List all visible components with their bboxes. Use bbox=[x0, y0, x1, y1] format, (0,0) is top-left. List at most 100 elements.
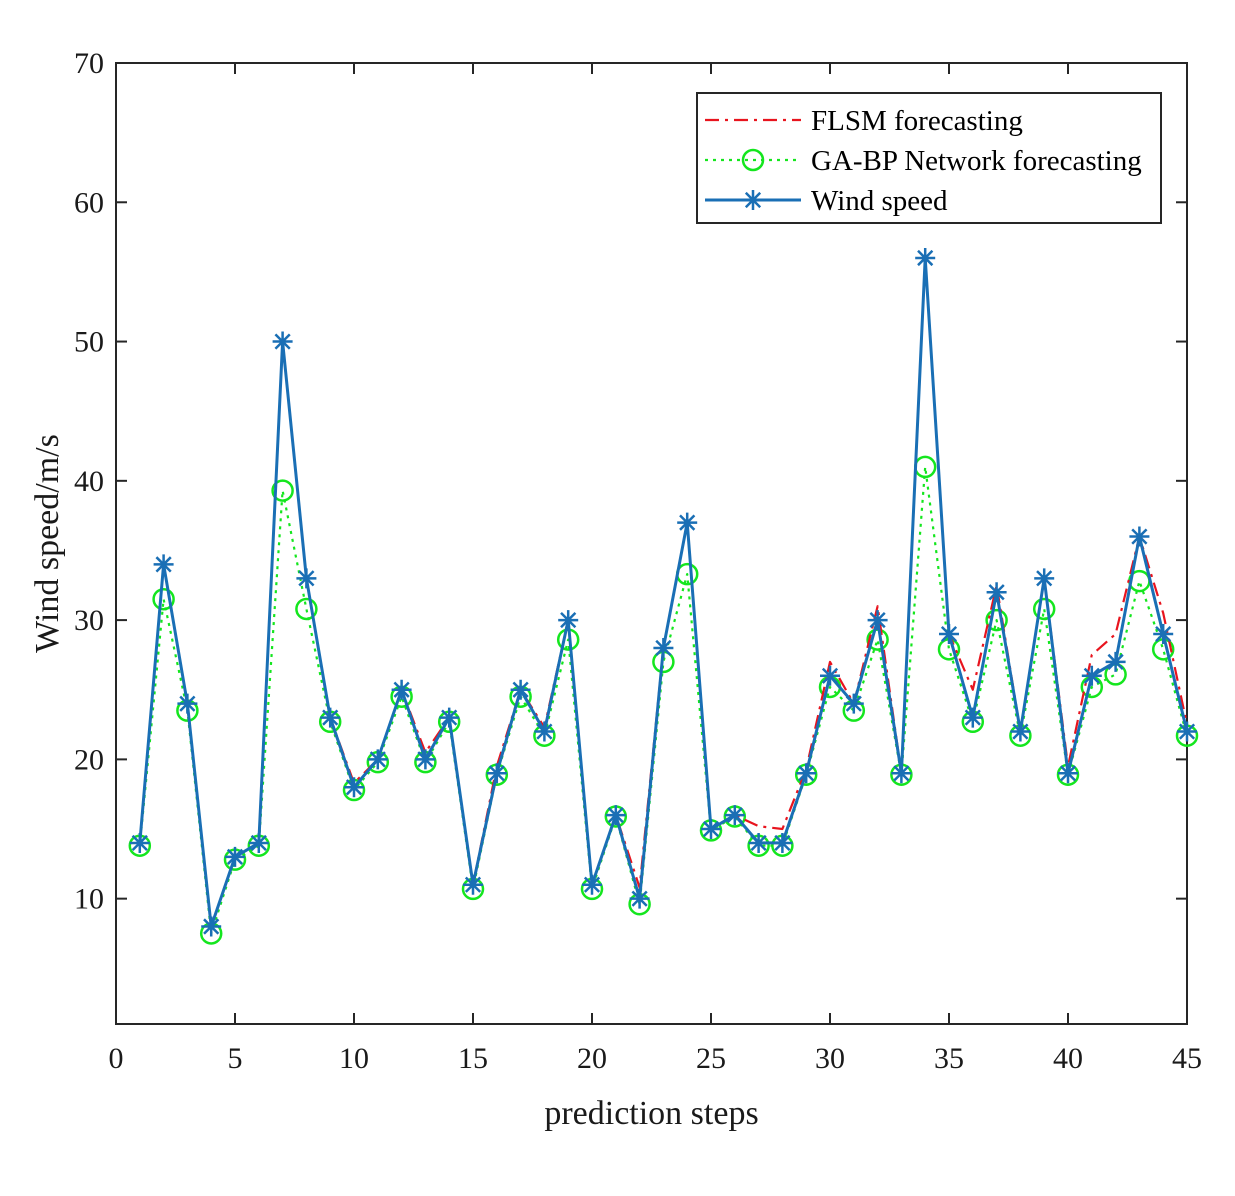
series-wind-speed bbox=[129, 247, 1197, 937]
legend-marker-wind-speed-strokes bbox=[743, 190, 763, 210]
series-layer bbox=[128, 247, 1199, 945]
data-point-wind-speed-strokes bbox=[1010, 721, 1031, 742]
data-point-wind-speed bbox=[1058, 763, 1078, 784]
y-tick-label: 30 bbox=[74, 604, 104, 637]
y-tick-label: 20 bbox=[74, 743, 104, 776]
data-point-wind-speed bbox=[463, 874, 483, 895]
data-point-wind-speed bbox=[962, 707, 983, 728]
data-point-wind-speed bbox=[772, 832, 793, 853]
x-tick-label: 30 bbox=[815, 1042, 845, 1075]
data-point-wind-speed-strokes bbox=[1081, 665, 1102, 686]
x-tick-label: 5 bbox=[228, 1042, 243, 1075]
data-point-ga-bp-network-forecasting bbox=[295, 597, 318, 621]
data-point-wind-speed-strokes bbox=[820, 665, 840, 686]
data-point-wind-speed-strokes bbox=[558, 610, 579, 631]
data-point-wind-speed bbox=[891, 763, 912, 784]
data-point-wind-speed-strokes bbox=[939, 624, 959, 645]
data-point-wind-speed bbox=[724, 805, 745, 826]
x-tick-label: 0 bbox=[109, 1042, 124, 1075]
y-tick-label: 70 bbox=[74, 47, 104, 80]
data-point-wind-speed-strokes bbox=[1177, 721, 1197, 742]
data-point-wind-speed bbox=[1105, 651, 1126, 672]
data-point-wind-speed-strokes bbox=[724, 805, 745, 826]
legend-label-flsm-forecasting: FLSM forecasting bbox=[811, 105, 1023, 137]
data-point-wind-speed bbox=[415, 749, 436, 770]
data-point-wind-speed-strokes bbox=[1105, 651, 1126, 672]
data-point-wind-speed-strokes bbox=[391, 679, 412, 700]
data-point-wind-speed-strokes bbox=[463, 874, 483, 895]
data-point-wind-speed bbox=[534, 721, 555, 742]
data-point-wind-speed-strokes bbox=[486, 763, 507, 784]
legend-entry-ga-bp-network-forecasting: GA-BP Network forecasting bbox=[705, 145, 1142, 177]
data-point-wind-speed-strokes bbox=[867, 610, 888, 631]
data-point-wind-speed bbox=[177, 693, 198, 714]
data-point-wind-speed bbox=[1081, 665, 1102, 686]
data-point-wind-speed-strokes bbox=[439, 707, 460, 728]
data-point-wind-speed-strokes bbox=[129, 832, 150, 853]
data-point-wind-speed bbox=[1034, 568, 1055, 589]
data-point-wind-speed-strokes bbox=[915, 247, 936, 268]
data-point-wind-speed bbox=[344, 777, 364, 798]
legend: FLSM forecasting GA-BP Network forecastin… bbox=[696, 92, 1162, 224]
data-point-wind-speed bbox=[748, 832, 769, 853]
y-tick-label: 40 bbox=[74, 465, 104, 498]
data-point-wind-speed-strokes bbox=[177, 693, 198, 714]
data-point-wind-speed bbox=[320, 707, 341, 728]
data-point-wind-speed-strokes bbox=[772, 832, 793, 853]
y-tick-label: 60 bbox=[74, 186, 104, 219]
x-tick-label: 45 bbox=[1172, 1042, 1202, 1075]
data-point-wind-speed-strokes bbox=[1034, 568, 1055, 589]
axis-ticks: 0 5 10 15 20 25 30 35 40 45 10 20 30 40 50 60 70 bbox=[74, 47, 1202, 1075]
data-point-wind-speed bbox=[1177, 721, 1197, 742]
data-point-wind-speed bbox=[486, 763, 507, 784]
legend-label-wind-speed: Wind speed bbox=[811, 185, 948, 217]
legend-marker-ga-bp-network-forecasting bbox=[741, 148, 765, 172]
data-point-ga-bp-network-forecasting bbox=[152, 587, 175, 611]
axis-labels: prediction steps Wind speed/m/s bbox=[29, 434, 759, 1132]
data-point-wind-speed-strokes bbox=[629, 888, 650, 909]
data-point-wind-speed-strokes bbox=[1129, 526, 1150, 547]
data-point-wind-speed-strokes bbox=[344, 777, 364, 798]
x-tick-label: 15 bbox=[458, 1042, 488, 1075]
legend-entry-flsm-forecasting: FLSM forecasting bbox=[705, 105, 1023, 137]
data-point-wind-speed bbox=[582, 874, 602, 895]
data-point-wind-speed bbox=[248, 832, 269, 853]
data-point-wind-speed bbox=[225, 846, 245, 867]
data-point-wind-speed bbox=[605, 805, 626, 826]
data-point-wind-speed bbox=[558, 610, 579, 631]
legend-marker-wind-speed bbox=[743, 190, 763, 210]
data-point-wind-speed bbox=[843, 693, 864, 714]
data-point-wind-speed-strokes bbox=[843, 693, 864, 714]
data-point-wind-speed-strokes bbox=[248, 832, 269, 853]
data-point-wind-speed-strokes bbox=[320, 707, 341, 728]
data-point-wind-speed bbox=[677, 512, 698, 533]
data-point-wind-speed-strokes bbox=[605, 805, 626, 826]
data-point-wind-speed bbox=[367, 749, 388, 770]
data-point-ga-bp-network-forecasting bbox=[985, 608, 1008, 632]
x-axis-label: prediction steps bbox=[544, 1095, 758, 1132]
data-point-wind-speed bbox=[939, 624, 959, 645]
data-point-wind-speed bbox=[1153, 624, 1174, 645]
data-point-wind-speed-strokes bbox=[748, 832, 769, 853]
x-tick-label: 35 bbox=[934, 1042, 964, 1075]
data-point-wind-speed-strokes bbox=[510, 679, 531, 700]
data-point-wind-speed bbox=[153, 554, 174, 575]
data-point-wind-speed-strokes bbox=[653, 637, 674, 658]
data-point-wind-speed bbox=[915, 247, 936, 268]
data-point-wind-speed bbox=[701, 819, 721, 840]
data-point-wind-speed-strokes bbox=[962, 707, 983, 728]
data-point-wind-speed-strokes bbox=[296, 568, 317, 589]
data-point-wind-speed-strokes bbox=[225, 846, 245, 867]
data-point-wind-speed-strokes bbox=[367, 749, 388, 770]
data-point-wind-speed bbox=[510, 679, 531, 700]
data-point-wind-speed-strokes bbox=[201, 916, 222, 937]
data-point-wind-speed-strokes bbox=[796, 763, 817, 784]
data-point-wind-speed-strokes bbox=[701, 819, 721, 840]
data-point-wind-speed-strokes bbox=[534, 721, 555, 742]
data-point-wind-speed bbox=[201, 916, 222, 937]
data-point-wind-speed bbox=[391, 679, 412, 700]
legend-label-ga-bp-network-forecasting: GA-BP Network forecasting bbox=[811, 145, 1142, 177]
y-axis-label: Wind speed/m/s bbox=[29, 434, 66, 653]
data-point-wind-speed bbox=[296, 568, 317, 589]
